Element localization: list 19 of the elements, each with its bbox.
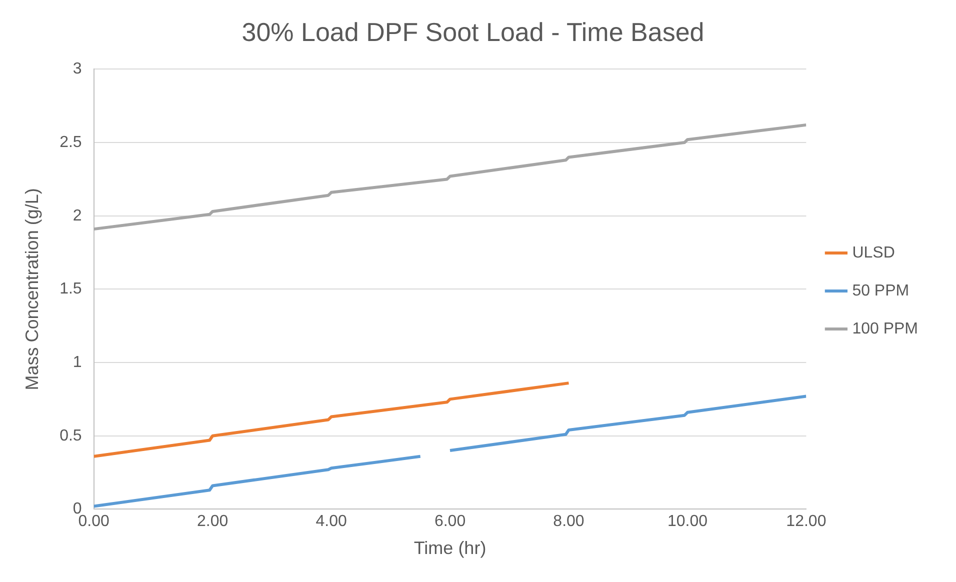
legend-label: 100 PPM [852,320,918,338]
y-tick-label: 0.5 [60,427,82,444]
x-tick-label: 2.00 [196,513,228,530]
x-tick-label: 0.00 [78,513,110,530]
y-tick-label: 3 [72,60,82,78]
legend-label: ULSD [852,244,895,262]
y-tick-label: 1 [72,354,82,371]
x-tick-label: 8.00 [553,513,584,530]
y-tick-label: 1.5 [60,280,82,298]
x-axis-title: Time (hr) [414,538,486,558]
x-tick-label: 4.00 [316,513,347,530]
y-tick-label: 2.5 [60,134,82,151]
x-tick-label: 6.00 [434,513,466,530]
legend-label: 50 PPM [852,282,910,300]
chart-title: 30% Load DPF Soot Load - Time Based [242,16,704,47]
y-tick-label: 2 [72,207,82,224]
x-tick-label: 12.00 [786,513,826,530]
y-axis-title: Mass Concentration (g/L) [22,188,42,390]
x-tick-label: 10.00 [667,513,708,530]
